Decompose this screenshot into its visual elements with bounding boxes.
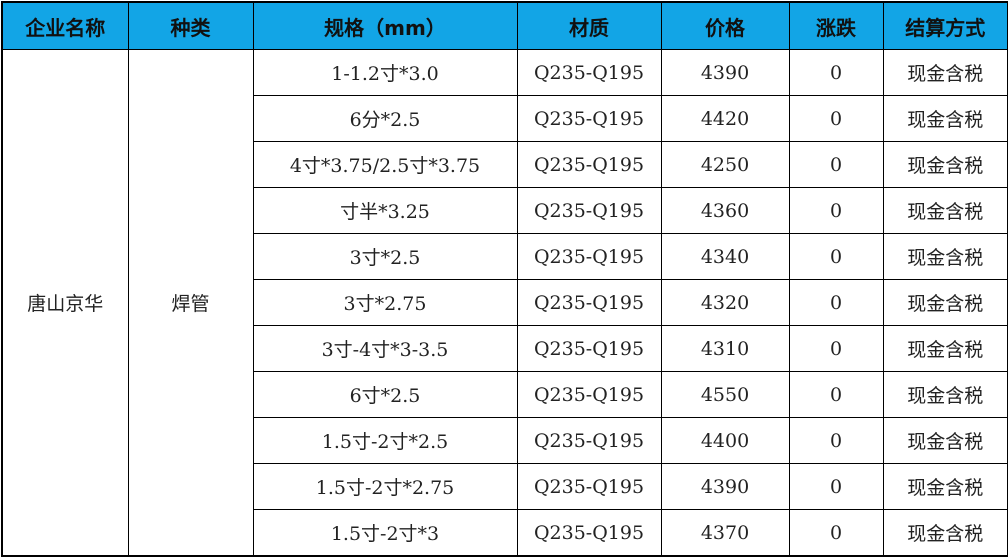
table-row: 1.5寸-2寸*2.75 Q235-Q195 4390 0 现金含税 — [2, 463, 1008, 510]
settlement-cell: 现金含税 — [882, 187, 1008, 234]
spec-cell: 1.5寸-2寸*2.5 — [252, 417, 518, 464]
settlement-cell: 现金含税 — [882, 371, 1008, 418]
spec-cell: 3寸*2.75 — [252, 279, 518, 326]
settlement-cell: 现金含税 — [882, 417, 1008, 464]
column-header: 涨跌 — [788, 1, 884, 50]
spec-cell: 3寸-4寸*3-3.5 — [252, 325, 518, 372]
material-cell: Q235-Q195 — [516, 417, 662, 464]
spec-cell: 寸半*3.25 — [252, 187, 518, 234]
change-cell: 0 — [788, 463, 884, 510]
spec-cell: 6分*2.5 — [252, 95, 518, 142]
price-cell: 4420 — [660, 95, 790, 142]
price-cell: 4360 — [660, 187, 790, 234]
table-row: 3寸-4寸*3-3.5 Q235-Q195 4310 0 现金含税 — [2, 325, 1008, 372]
table-row: 唐山京华 焊管 1-1.2寸*3.0 Q235-Q195 4390 0 现金含税 — [1, 49, 1008, 557]
change-cell: 0 — [788, 141, 884, 188]
price-cell: 4390 — [660, 49, 790, 96]
table-row: 1.5寸-2寸*2.5 Q235-Q195 4400 0 现金含税 — [2, 417, 1008, 464]
material-cell: Q235-Q195 — [516, 141, 662, 188]
price-cell: 4320 — [660, 279, 790, 326]
material-cell: Q235-Q195 — [516, 325, 662, 372]
change-cell: 0 — [788, 509, 884, 557]
spec-cell: 4寸*3.75/2.5寸*3.75 — [252, 141, 518, 188]
column-header: 材质 — [516, 1, 662, 50]
company-cell: 唐山京华 — [1, 49, 129, 557]
table-row: 3寸*2.5 Q235-Q195 4340 0 现金含税 — [2, 233, 1008, 280]
table-row: 3寸*2.75 Q235-Q195 4320 0 现金含税 — [2, 279, 1008, 326]
change-cell: 0 — [788, 187, 884, 234]
table-row: 4寸*3.75/2.5寸*3.75 Q235-Q195 4250 0 现金含税 — [2, 141, 1008, 188]
settlement-cell: 现金含税 — [882, 95, 1008, 142]
price-cell: 4370 — [660, 509, 790, 557]
spec-cell: 1-1.2寸*3.0 — [252, 49, 518, 96]
material-cell: Q235-Q195 — [516, 187, 662, 234]
material-cell: Q235-Q195 — [516, 95, 662, 142]
change-cell: 0 — [788, 49, 884, 96]
category-cell: 焊管 — [127, 49, 254, 557]
material-cell: Q235-Q195 — [516, 279, 662, 326]
table-row: 寸半*3.25 Q235-Q195 4360 0 现金含税 — [2, 187, 1008, 234]
column-header: 结算方式 — [882, 1, 1008, 50]
change-cell: 0 — [788, 233, 884, 280]
change-cell: 0 — [788, 371, 884, 418]
settlement-cell: 现金含税 — [882, 279, 1008, 326]
spec-cell: 1.5寸-2寸*2.75 — [252, 463, 518, 510]
settlement-cell: 现金含税 — [882, 233, 1008, 280]
material-cell: Q235-Q195 — [516, 463, 662, 510]
price-cell: 4310 — [660, 325, 790, 372]
settlement-cell: 现金含税 — [882, 463, 1008, 510]
settlement-cell: 现金含税 — [882, 325, 1008, 372]
change-cell: 0 — [788, 417, 884, 464]
spec-cell: 1.5寸-2寸*3 — [252, 509, 518, 557]
settlement-cell: 现金含税 — [882, 49, 1008, 96]
material-cell: Q235-Q195 — [516, 233, 662, 280]
column-header: 规格（mm） — [252, 1, 518, 50]
settlement-cell: 现金含税 — [882, 141, 1008, 188]
price-cell: 4340 — [660, 233, 790, 280]
change-cell: 0 — [788, 325, 884, 372]
table-row: 6分*2.5 Q235-Q195 4420 0 现金含税 — [2, 95, 1008, 142]
change-cell: 0 — [788, 95, 884, 142]
material-cell: Q235-Q195 — [516, 509, 662, 557]
spec-cell: 6寸*2.5 — [252, 371, 518, 418]
price-cell: 4250 — [660, 141, 790, 188]
settlement-cell: 现金含税 — [882, 509, 1008, 557]
spec-cell: 3寸*2.5 — [252, 233, 518, 280]
column-header: 企业名称 — [1, 1, 129, 50]
column-header: 价格 — [660, 1, 790, 50]
material-cell: Q235-Q195 — [516, 371, 662, 418]
table-row: 1.5寸-2寸*3 Q235-Q195 4370 0 现金含税 — [2, 509, 1008, 557]
column-header: 种类 — [127, 1, 254, 50]
price-cell: 4400 — [660, 417, 790, 464]
material-cell: Q235-Q195 — [516, 49, 662, 96]
change-cell: 0 — [788, 279, 884, 326]
header-row: 企业名称 种类 规格（mm） 材质 价格 涨跌 结算方式 — [1, 1, 1008, 50]
price-cell: 4550 — [660, 371, 790, 418]
price-cell: 4390 — [660, 463, 790, 510]
